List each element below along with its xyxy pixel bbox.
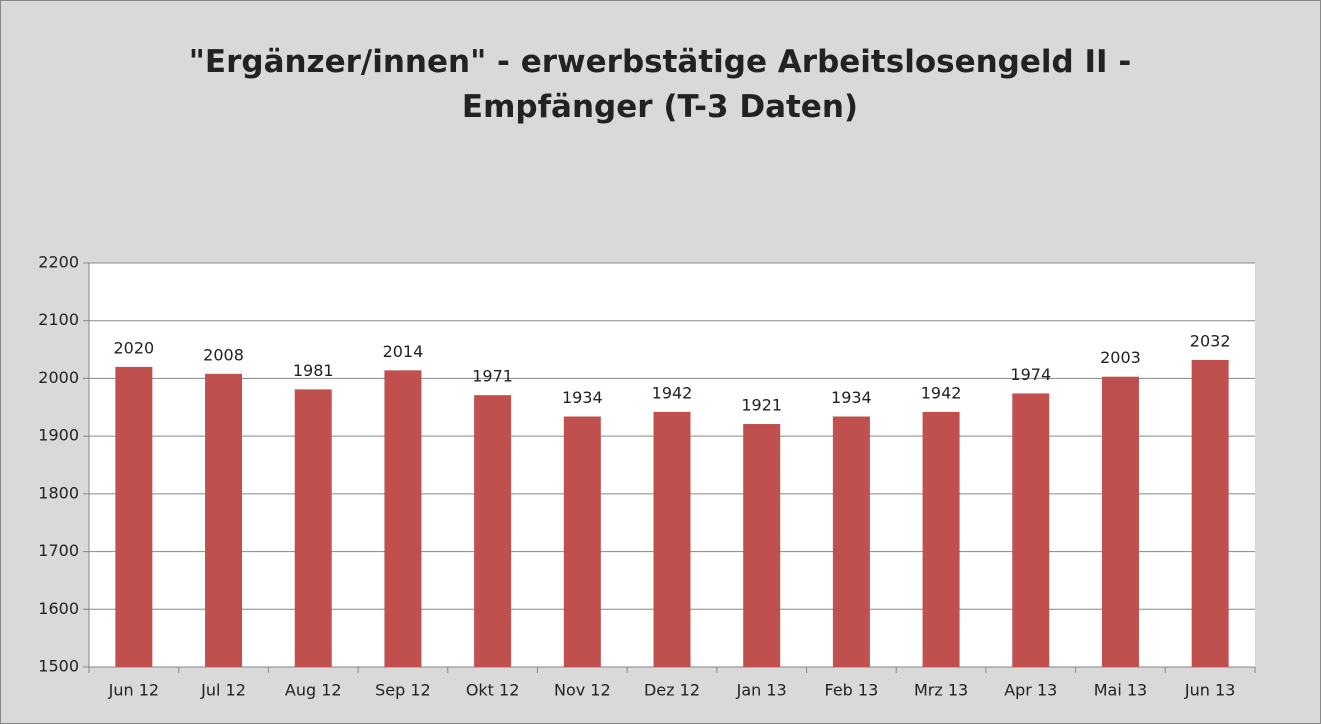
bar — [294, 389, 332, 667]
y-tick-label: 1600 — [38, 599, 79, 618]
bar — [1101, 376, 1139, 667]
data-label: 1971 — [472, 367, 513, 386]
bar — [474, 395, 512, 667]
bar — [1012, 393, 1050, 667]
x-tick-label: Sep 12 — [375, 681, 431, 700]
data-label: 1942 — [921, 383, 962, 402]
x-tick-label: Jul 12 — [200, 681, 246, 700]
bar — [743, 424, 781, 667]
x-tick-label: Jun 13 — [1184, 681, 1235, 700]
bar — [115, 366, 153, 667]
x-tick-label: Jan 13 — [736, 681, 787, 700]
data-label: 2020 — [113, 338, 154, 357]
x-tick-label: Okt 12 — [466, 681, 520, 700]
bar — [653, 411, 691, 667]
bar — [1191, 359, 1229, 667]
x-tick-label: Mrz 13 — [914, 681, 968, 700]
y-tick-label: 1800 — [38, 483, 79, 502]
x-tick-label: Apr 13 — [1004, 681, 1057, 700]
data-label: 1934 — [562, 388, 603, 407]
data-label: 1921 — [741, 396, 782, 415]
data-label: 1974 — [1010, 365, 1051, 384]
x-tick-label: Aug 12 — [285, 681, 342, 700]
bar — [922, 411, 960, 667]
data-label: 2032 — [1190, 331, 1231, 350]
y-tick-label: 2200 — [38, 253, 79, 272]
x-tick-label: Mai 13 — [1094, 681, 1148, 700]
bar — [563, 416, 601, 667]
x-tick-label: Jun 12 — [108, 681, 159, 700]
data-label: 2003 — [1100, 348, 1141, 367]
data-label: 2014 — [383, 342, 424, 361]
data-label: 1934 — [831, 388, 872, 407]
x-tick-label: Dez 12 — [644, 681, 700, 700]
y-tick-label: 2000 — [38, 368, 79, 387]
y-tick-label: 1500 — [38, 657, 79, 676]
chart-title: "Ergänzer/innen" - erwerbstätige Arbeits… — [188, 44, 1132, 125]
y-tick-label: 2100 — [38, 310, 79, 329]
data-label: 1942 — [652, 383, 693, 402]
y-tick-label: 1700 — [38, 541, 79, 560]
x-tick-label: Feb 13 — [824, 681, 878, 700]
bar — [832, 416, 870, 667]
bar — [205, 373, 243, 667]
x-tick-label: Nov 12 — [554, 681, 611, 700]
bar — [384, 370, 422, 667]
y-tick-label: 1900 — [38, 426, 79, 445]
data-label: 1981 — [293, 361, 334, 380]
data-label: 2008 — [203, 345, 244, 364]
